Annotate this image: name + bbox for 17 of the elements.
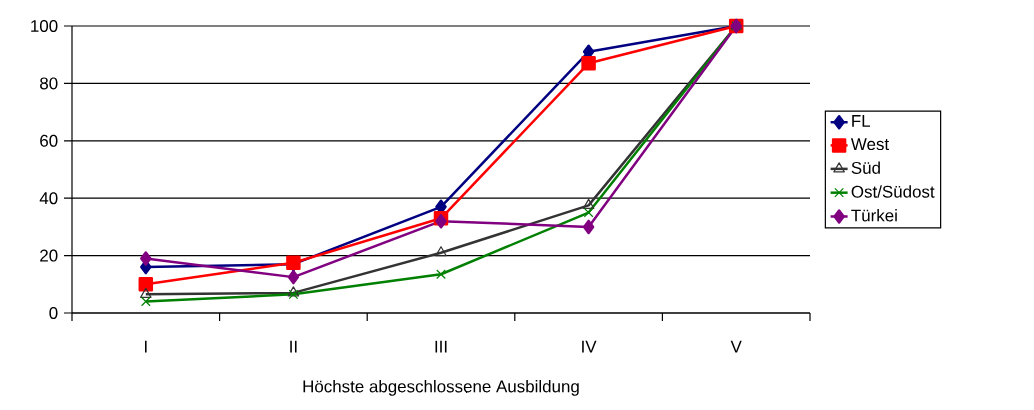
x-tick-label: II [290,340,297,353]
y-tick-label: 0 [49,307,58,319]
x-tick-label: III [435,340,447,353]
x-axis-title: Höchste abgeschlossene Ausbildung [303,379,579,396]
y-tick-label: 40 [39,192,58,205]
legend-label: FL [852,115,871,127]
x-tick-label: I [145,340,147,353]
legend-label: Süd [851,161,880,174]
x-tick-label: IV [582,340,597,353]
y-tick-label: 20 [40,249,58,262]
x-tick-label: V [730,340,742,353]
y-tick-label: 80 [40,77,58,90]
y-tick-label: 60 [40,134,58,147]
legend-label: Türkei [851,209,897,222]
y-tick-label: 100 [31,20,58,32]
legend-label: Ost/Südost [851,185,935,198]
legend-label: West [850,138,889,151]
